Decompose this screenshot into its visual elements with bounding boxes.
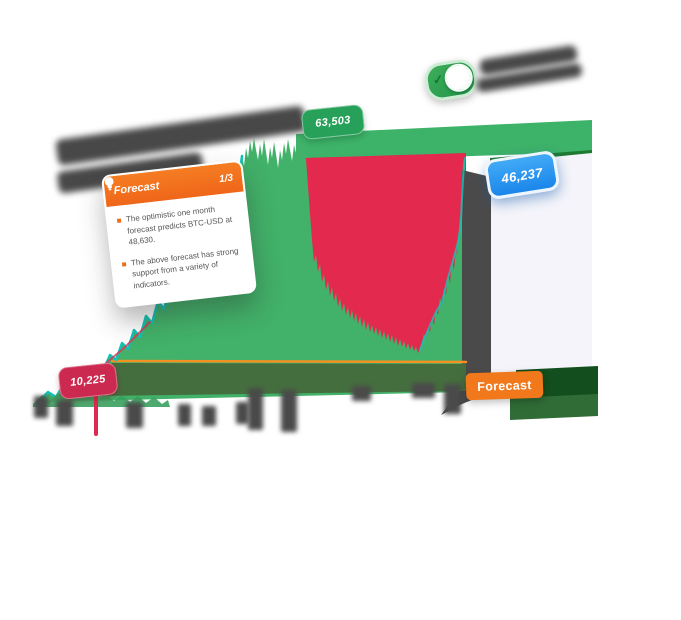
axis-label-blob (126, 402, 143, 428)
lightbulb-icon (104, 177, 114, 191)
forecast-bullet-1: The optimistic one month forecast predic… (116, 201, 238, 249)
low-marker-line (94, 390, 98, 436)
axis-label-blob (236, 402, 249, 424)
axis-label-blob (202, 406, 216, 426)
forecast-level-line (110, 359, 468, 364)
axis-label-blob (444, 384, 461, 414)
forecast-base-bar-light (510, 394, 598, 420)
bullet-square-icon (121, 261, 127, 267)
forecast-card-body: The optimistic one month forecast predic… (107, 191, 255, 306)
forecast-badge: Forecast (465, 370, 544, 401)
depth-column (462, 170, 491, 404)
forecast-card-header: Forecast 1/3 (103, 161, 244, 208)
forecast-bullet-1-text: The optimistic one month forecast predic… (125, 204, 233, 247)
toggle-knob[interactable] (442, 61, 475, 94)
plateau-band (296, 120, 592, 162)
axis-label-blob (178, 404, 191, 426)
forecast-card: Forecast 1/3 The optimistic one month fo… (100, 159, 258, 309)
axis-label-blob (281, 390, 297, 432)
forecast-card-pagination: 1/3 (218, 172, 234, 185)
axis-label-blob (34, 396, 48, 418)
below-forecast-shade (98, 363, 466, 396)
axis-label-blob (412, 383, 435, 398)
forecast-bullet-2: The above forecast has strong support fr… (121, 245, 243, 293)
forecast-card-title: Forecast (113, 179, 160, 198)
forecast-bullet-2-text: The above forecast has strong support fr… (130, 246, 239, 291)
check-icon: ✓ (431, 71, 445, 88)
axis-label-blob (248, 388, 263, 430)
axis-label-blob (352, 386, 371, 401)
axis-label-blob (56, 400, 73, 426)
bullet-square-icon (116, 218, 122, 223)
forecast-column (491, 153, 592, 383)
trend-line-recovery (419, 157, 466, 351)
price-low-pill: 10,225 (57, 362, 119, 400)
